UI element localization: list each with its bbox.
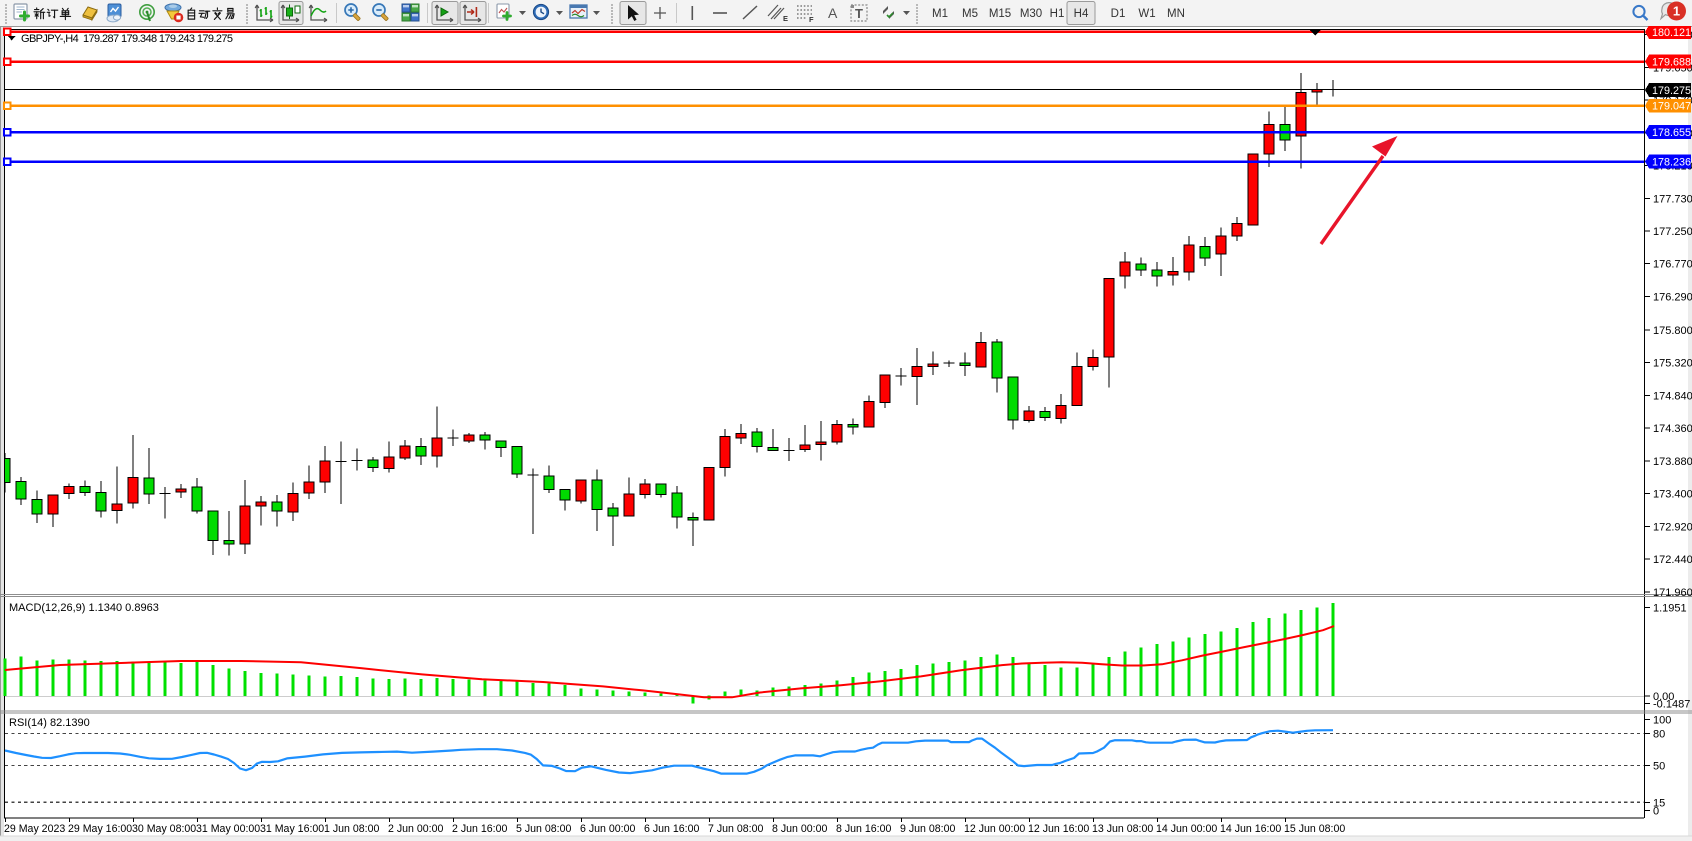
svg-text:9 Jun 08:00: 9 Jun 08:00: [900, 823, 955, 835]
svg-text:1: 1: [1673, 4, 1680, 19]
svg-text:174.360: 174.360: [1653, 423, 1692, 435]
svg-text:178.655: 178.655: [1652, 127, 1691, 139]
svg-text:1 Jun 08:00: 1 Jun 08:00: [324, 823, 379, 835]
svg-text:-0.1487: -0.1487: [1653, 699, 1690, 711]
svg-text:175.320: 175.320: [1653, 358, 1692, 370]
svg-text:14 Jun 16:00: 14 Jun 16:00: [1220, 823, 1281, 835]
svg-text:29 May 2023: 29 May 2023: [4, 823, 65, 835]
svg-text:177.250: 177.250: [1653, 226, 1692, 238]
svg-text:RSI(14) 82.1390: RSI(14) 82.1390: [9, 717, 90, 729]
svg-text:D1: D1: [1111, 8, 1126, 20]
svg-text:180.121: 180.121: [1652, 27, 1691, 39]
svg-text:5 Jun 08:00: 5 Jun 08:00: [516, 823, 571, 835]
svg-text:12 Jun 16:00: 12 Jun 16:00: [1028, 823, 1089, 835]
svg-text:H1: H1: [1050, 8, 1065, 20]
svg-text:176.290: 176.290: [1653, 291, 1692, 303]
svg-text:12 Jun 00:00: 12 Jun 00:00: [964, 823, 1025, 835]
svg-text:172.440: 172.440: [1653, 554, 1692, 566]
svg-text:173.880: 173.880: [1653, 456, 1692, 468]
svg-text:31 May 16:00: 31 May 16:00: [260, 823, 324, 835]
svg-text:0: 0: [1653, 806, 1659, 818]
svg-text:172.920: 172.920: [1653, 521, 1692, 533]
svg-text:15 Jun 08:00: 15 Jun 08:00: [1284, 823, 1345, 835]
svg-text:7 Jun 08:00: 7 Jun 08:00: [708, 823, 763, 835]
svg-text:8 Jun 16:00: 8 Jun 16:00: [836, 823, 891, 835]
svg-text:14 Jun 00:00: 14 Jun 00:00: [1156, 823, 1217, 835]
svg-text:2 Jun 16:00: 2 Jun 16:00: [452, 823, 507, 835]
svg-text:M5: M5: [962, 8, 978, 20]
svg-text:15: 15: [1653, 797, 1665, 809]
svg-text:175.800: 175.800: [1653, 325, 1692, 337]
svg-text:M30: M30: [1020, 8, 1042, 20]
svg-text:8 Jun 00:00: 8 Jun 00:00: [772, 823, 827, 835]
svg-text:80: 80: [1653, 728, 1665, 740]
svg-text:171.960: 171.960: [1653, 587, 1692, 599]
svg-text:176.770: 176.770: [1653, 259, 1692, 271]
svg-text:MACD(12,26,9) 1.1340 0.8963: MACD(12,26,9) 1.1340 0.8963: [9, 602, 159, 614]
svg-text:179.047: 179.047: [1652, 101, 1691, 113]
svg-text:MN: MN: [1167, 8, 1185, 20]
svg-text:179.275: 179.275: [1652, 85, 1691, 97]
svg-text:177.730: 177.730: [1653, 193, 1692, 205]
svg-text:2 Jun 00:00: 2 Jun 00:00: [388, 823, 443, 835]
svg-text:29 May 16:00: 29 May 16:00: [68, 823, 132, 835]
svg-text:50: 50: [1653, 761, 1665, 773]
svg-text:13 Jun 08:00: 13 Jun 08:00: [1092, 823, 1153, 835]
svg-text:0.00: 0.00: [1653, 691, 1674, 703]
svg-text:H4: H4: [1074, 8, 1089, 20]
svg-text:T: T: [855, 6, 863, 21]
svg-text:174.840: 174.840: [1653, 390, 1692, 402]
svg-text:F: F: [809, 15, 814, 24]
svg-text:179.688: 179.688: [1652, 56, 1691, 68]
svg-text:M15: M15: [989, 8, 1011, 20]
svg-text:30 May 08:00: 30 May 08:00: [132, 823, 196, 835]
svg-text:100: 100: [1653, 715, 1671, 727]
svg-text:31 May 00:00: 31 May 00:00: [196, 823, 260, 835]
svg-text:M1: M1: [932, 8, 948, 20]
svg-text:6 Jun 16:00: 6 Jun 16:00: [644, 823, 699, 835]
svg-text:W1: W1: [1138, 8, 1155, 20]
svg-text:E: E: [783, 14, 788, 23]
svg-text:A: A: [828, 5, 838, 21]
svg-text:173.400: 173.400: [1653, 489, 1692, 501]
svg-text:178.236: 178.236: [1652, 156, 1691, 168]
svg-text:1.1951: 1.1951: [1653, 603, 1687, 615]
svg-text:6 Jun 00:00: 6 Jun 00:00: [580, 823, 635, 835]
svg-text:GBPJPY-,H4 179.287 179.348 17: GBPJPY-,H4 179.287 179.348 179.243 179.2…: [21, 33, 233, 45]
